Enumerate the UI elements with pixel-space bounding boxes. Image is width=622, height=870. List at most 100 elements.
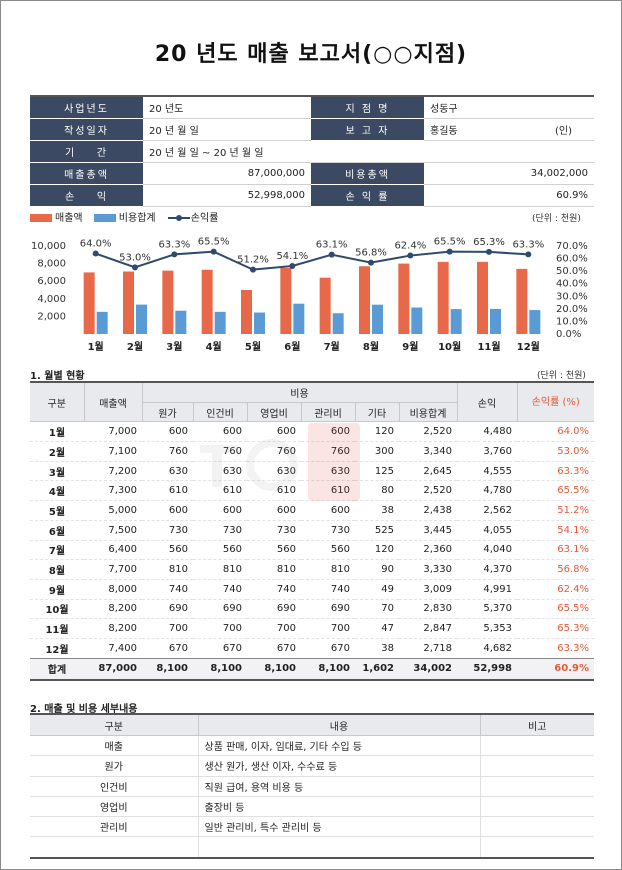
table-cell: 4,555 bbox=[457, 461, 517, 482]
header-sub: 비용합계 bbox=[398, 402, 457, 423]
rate-data-label: 63.3% bbox=[158, 239, 190, 250]
table-cell: 63.3% bbox=[517, 638, 594, 659]
total-cell: 합계 bbox=[30, 657, 84, 681]
table-cell: 700 bbox=[247, 618, 301, 639]
table-cell: 64.0% bbox=[517, 421, 594, 443]
table-cell: 70 bbox=[355, 599, 399, 620]
y-tick-label: 6,000 bbox=[37, 276, 66, 287]
bar-sales bbox=[162, 270, 174, 334]
document-title: 20 년도 매출 보고서(○○지점) bbox=[154, 42, 468, 67]
table-cell: 53.0% bbox=[517, 441, 594, 462]
table-cell: 8,200 bbox=[84, 618, 142, 639]
details-row: 인건비 직원 급여, 용역 비용 등 bbox=[30, 776, 594, 797]
table-cell: 2,520 bbox=[399, 421, 457, 443]
table-cell: 65.5% bbox=[517, 480, 594, 502]
bar-cost bbox=[490, 308, 501, 334]
details-note bbox=[479, 816, 594, 838]
rate-point bbox=[250, 266, 256, 273]
table-cell: 120 bbox=[355, 421, 399, 443]
x-tick-label: 2월 bbox=[127, 341, 143, 353]
table-row: 5월 5,000 600 600 600 600 38 2,438 2,562 51.2% bbox=[30, 500, 594, 521]
y-tick-label: 4,000 bbox=[37, 294, 66, 305]
bar-sales bbox=[398, 263, 410, 334]
rate-data-label: 65.5% bbox=[198, 237, 230, 248]
month-label: 12월 bbox=[30, 638, 84, 659]
table-row: 12월 7,400 670 670 670 670 38 2,718 4,682 63.3% bbox=[30, 638, 594, 659]
table-row: 11월 8,200 700 700 700 700 47 2,847 5,353 65.3% bbox=[30, 618, 594, 639]
table-cell: 630 bbox=[142, 461, 193, 482]
table-cell: 740 bbox=[193, 579, 247, 600]
table-cell: 63.1% bbox=[517, 540, 594, 561]
bar-sales bbox=[83, 272, 95, 334]
table-cell: 47 bbox=[355, 618, 399, 639]
month-label: 6월 bbox=[30, 520, 84, 541]
table-cell: 560 bbox=[193, 540, 247, 561]
table-cell: 7,700 bbox=[84, 559, 142, 580]
table-cell: 2,360 bbox=[399, 540, 457, 561]
rate-data-label: 54.1% bbox=[276, 251, 308, 262]
total-cell: 8,100 bbox=[193, 657, 247, 681]
table-cell: 7,300 bbox=[84, 480, 142, 502]
section-title-details: 2. 매출 및 비용 세부내용 bbox=[30, 704, 138, 715]
table-cell: 630 bbox=[193, 461, 247, 482]
details-category: 관리비 bbox=[30, 816, 198, 838]
details-note bbox=[479, 776, 594, 797]
table-cell: 2,718 bbox=[399, 638, 457, 659]
rate-point bbox=[289, 262, 296, 269]
info-value: 34,002,000 bbox=[424, 162, 594, 185]
table-cell: 62.4% bbox=[517, 579, 594, 600]
table-cell: 80 bbox=[355, 480, 399, 502]
info-label: 매출총액 bbox=[30, 162, 143, 185]
table-cell: 2,562 bbox=[457, 500, 517, 521]
rate-point bbox=[525, 251, 532, 258]
x-tick-label: 8월 bbox=[363, 341, 379, 353]
legend-swatch-cost bbox=[93, 214, 116, 222]
table-cell: 3,009 bbox=[399, 579, 457, 600]
table-cell: 4,055 bbox=[457, 520, 517, 541]
bar-sales bbox=[477, 261, 488, 334]
table-cell: 690 bbox=[301, 599, 355, 620]
y-tick-label: 10,000 bbox=[31, 241, 66, 252]
info-value: 20 년 월 일 ~ 20 년 월 일 bbox=[143, 140, 594, 163]
table-cell: 3,340 bbox=[399, 441, 457, 462]
table-cell: 600 bbox=[247, 421, 301, 443]
info-value: 20 년 월 일 bbox=[143, 118, 311, 141]
table-row: 7월 6,400 560 560 560 560 120 2,360 4,040 63.1% bbox=[30, 540, 594, 561]
table-row: 4월 7,300 610 610 610 610 80 2,520 4,780 65.5% bbox=[30, 480, 594, 502]
sales-chart: 2,000 4,000 6,000 8,000 10,000 0.0% 10.0%20.0%… bbox=[31, 237, 588, 353]
info-value: 20 년도 bbox=[143, 95, 311, 119]
table-cell: 525 bbox=[355, 520, 399, 541]
bar-sales bbox=[280, 268, 292, 334]
table-cell: 7,000 bbox=[84, 421, 142, 443]
table-cell: 65.5% bbox=[517, 599, 594, 620]
month-label: 4월 bbox=[30, 480, 84, 502]
table-cell: 4,370 bbox=[457, 559, 517, 580]
header-sales: 매출액 bbox=[83, 381, 142, 423]
table-cell: 2,847 bbox=[399, 618, 457, 639]
bar-sales bbox=[241, 290, 252, 334]
header-sub: 관리비 bbox=[300, 402, 355, 423]
table-cell: 8,000 bbox=[84, 579, 142, 600]
table-cell: 670 bbox=[193, 638, 247, 659]
info-value: 52,998,000 bbox=[143, 184, 311, 207]
rate-data-label: 63.3% bbox=[512, 239, 544, 250]
rate-point bbox=[171, 251, 178, 258]
info-value: 60.9% bbox=[424, 184, 594, 207]
table-cell: 740 bbox=[247, 579, 301, 600]
header-gubun: 구분 bbox=[30, 381, 84, 423]
table-cell: 4,040 bbox=[457, 540, 517, 561]
y2-tick-label: 50.0% bbox=[556, 266, 588, 277]
table-cell: 300 bbox=[355, 441, 399, 462]
bar-sales bbox=[516, 268, 528, 334]
rate-data-label: 51.2% bbox=[237, 255, 269, 266]
table-cell: 730 bbox=[247, 520, 301, 541]
table-cell: 670 bbox=[247, 638, 301, 659]
legend-swatch-sales bbox=[30, 214, 52, 222]
x-tick-label: 9월 bbox=[402, 341, 418, 353]
details-row bbox=[30, 836, 594, 859]
rate-data-label: 63.1% bbox=[316, 240, 348, 251]
table-cell: 8,200 bbox=[84, 599, 142, 620]
table-cell: 600 bbox=[193, 500, 247, 521]
legend-line-icon bbox=[167, 215, 190, 221]
table-cell: 65.3% bbox=[517, 618, 594, 639]
